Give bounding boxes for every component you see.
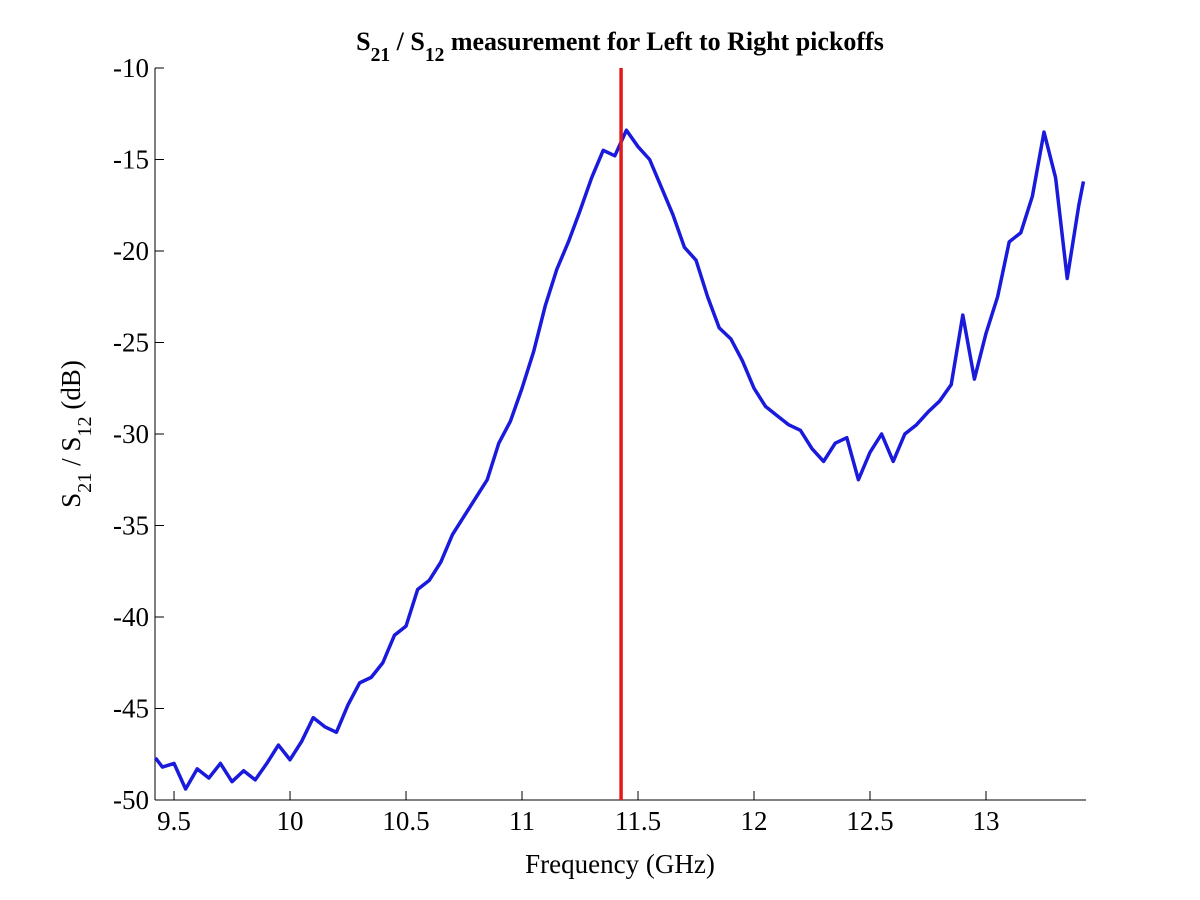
y-tick-label: -20 (113, 236, 149, 266)
y-tick-label: -45 (113, 694, 149, 724)
x-axis-label: Frequency (GHz) (525, 849, 715, 879)
y-tick-label: -30 (113, 419, 149, 449)
y-axis-label-part: S (56, 493, 86, 508)
y-axis-label-sub: 12 (74, 416, 96, 436)
y-tick-label: -50 (113, 785, 149, 815)
y-axis-label-sub: 21 (74, 473, 96, 493)
chart-title-part: / S (390, 27, 425, 56)
y-axis-label-part: / S (56, 437, 86, 473)
chart-title-sub: 21 (371, 45, 391, 66)
chart-title: S21 / S12 measurement for Left to Right … (356, 27, 884, 66)
x-tick-label: 9.5 (157, 806, 191, 836)
y-axis-label: S21 / S12 (dB) (56, 360, 96, 508)
x-tick-label: 10 (277, 806, 304, 836)
y-tick-label: -10 (113, 53, 149, 83)
x-tick-label: 13 (973, 806, 1000, 836)
chart-title-part: S (356, 27, 370, 56)
chart-title-sub: 12 (425, 45, 445, 66)
y-axis-label-part: (dB) (56, 360, 86, 416)
y-tick-label: -25 (113, 328, 149, 358)
y-tick-label: -15 (113, 145, 149, 175)
chart-title-part: measurement for Left to Right pickoffs (444, 27, 884, 56)
x-tick-label: 11 (509, 806, 535, 836)
y-tick-label: -40 (113, 602, 149, 632)
x-tick-label: 12 (741, 806, 768, 836)
y-tick-label: -35 (113, 511, 149, 541)
x-tick-label: 11.5 (615, 806, 661, 836)
x-tick-label: 10.5 (382, 806, 429, 836)
x-tick-label: 12.5 (846, 806, 893, 836)
